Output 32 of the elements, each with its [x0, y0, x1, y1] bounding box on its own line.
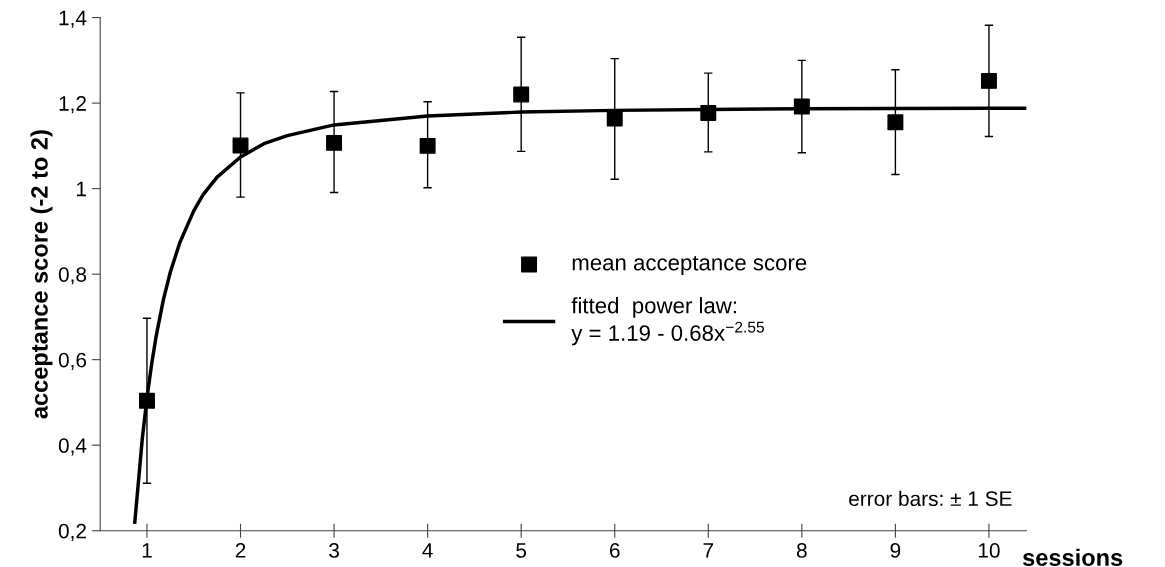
point: [419, 137, 436, 154]
x-tick-label: 10: [978, 543, 1000, 558]
x-tick-label: 5: [516, 543, 527, 558]
x-tick-label: 2: [235, 543, 246, 558]
annotation: error bars: ± 1 SE: [849, 490, 1012, 507]
x-tick-label: 3: [329, 543, 339, 558]
y-tick-label: 1,4: [59, 10, 87, 28]
x-tick-label: 9: [890, 543, 901, 558]
x-tick-label: 7: [703, 543, 714, 558]
x-tick-label: 6: [610, 543, 620, 558]
y-tick-label: 0,8: [58, 267, 87, 285]
y-tick-label: 1: [77, 181, 86, 197]
point: [700, 104, 717, 121]
point: [887, 114, 904, 131]
point: [513, 86, 530, 103]
y-axis-title: acceptance score (-2 to 2): [30, 130, 53, 419]
point: [793, 98, 810, 115]
point: [606, 110, 623, 127]
x-tick-label: 8: [796, 543, 807, 558]
y-tick-label: 1,2: [59, 96, 86, 114]
y-tick-label: 0,4: [58, 438, 87, 456]
y-tick-label: 0,6: [58, 352, 87, 370]
legend-label: fitted power law: y = 1.19 - 0.68x$^{−2.55}$: [571, 297, 764, 346]
x-tick-label: 4: [422, 543, 433, 558]
y-tick-label: 0,2: [58, 523, 86, 541]
point: [138, 392, 155, 409]
point: [232, 137, 249, 154]
x-tick-label: 1: [142, 543, 152, 558]
point: [326, 134, 343, 151]
x-axis-title: sessions: [1022, 548, 1123, 567]
legend-label: mean acceptance score: [572, 255, 807, 275]
point: [980, 72, 997, 89]
